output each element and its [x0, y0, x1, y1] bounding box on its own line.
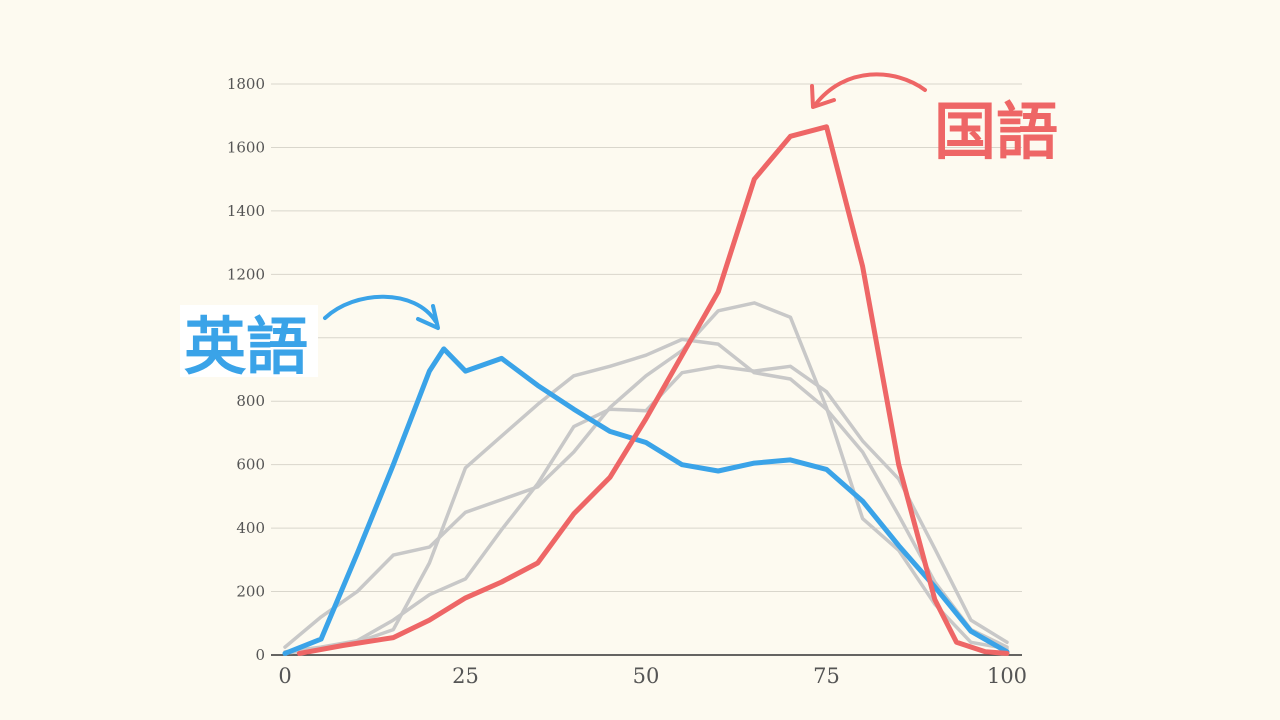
y-tick-label: 600: [236, 456, 265, 474]
series-line-other-3: [283, 337, 1009, 656]
y-tick-label: 0: [255, 646, 265, 664]
y-tick-label: 800: [236, 392, 265, 410]
series-line-japanese: [296, 124, 1010, 656]
y-tick-label: 1800: [227, 75, 265, 93]
x-tick-label: 0: [278, 664, 291, 688]
x-tick-label: 100: [987, 664, 1027, 688]
japanese-arrowhead-icon: [810, 84, 836, 109]
x-tick-label: 25: [452, 664, 479, 688]
y-tick-label: 1400: [227, 202, 265, 220]
series-line-other-2: [283, 364, 1009, 654]
english-arrow-icon: [323, 294, 438, 324]
y-tick-label: 1200: [227, 265, 265, 283]
series-line-other-1: [283, 301, 1009, 651]
english-arrowhead-icon: [416, 304, 440, 330]
english-label: 英語: [184, 310, 308, 383]
annotation-english: 英語: [180, 294, 440, 383]
x-tick-label: 50: [633, 664, 660, 688]
y-tick-label: 200: [236, 583, 265, 601]
grid-layer: [271, 83, 1022, 593]
japanese-arrow-icon: [813, 72, 927, 107]
y-tick-label: 400: [236, 519, 265, 537]
series-line-english: [282, 346, 1010, 656]
x-axis-ticks: 0 25 50 75 100: [278, 664, 1027, 688]
japanese-label: 国語: [934, 95, 1058, 168]
annotation-japanese: 国語: [810, 72, 1058, 168]
english-label-background: [180, 305, 318, 377]
series-layer: [282, 124, 1010, 656]
y-tick-label: 1600: [227, 138, 265, 156]
x-tick-label: 75: [813, 664, 840, 688]
